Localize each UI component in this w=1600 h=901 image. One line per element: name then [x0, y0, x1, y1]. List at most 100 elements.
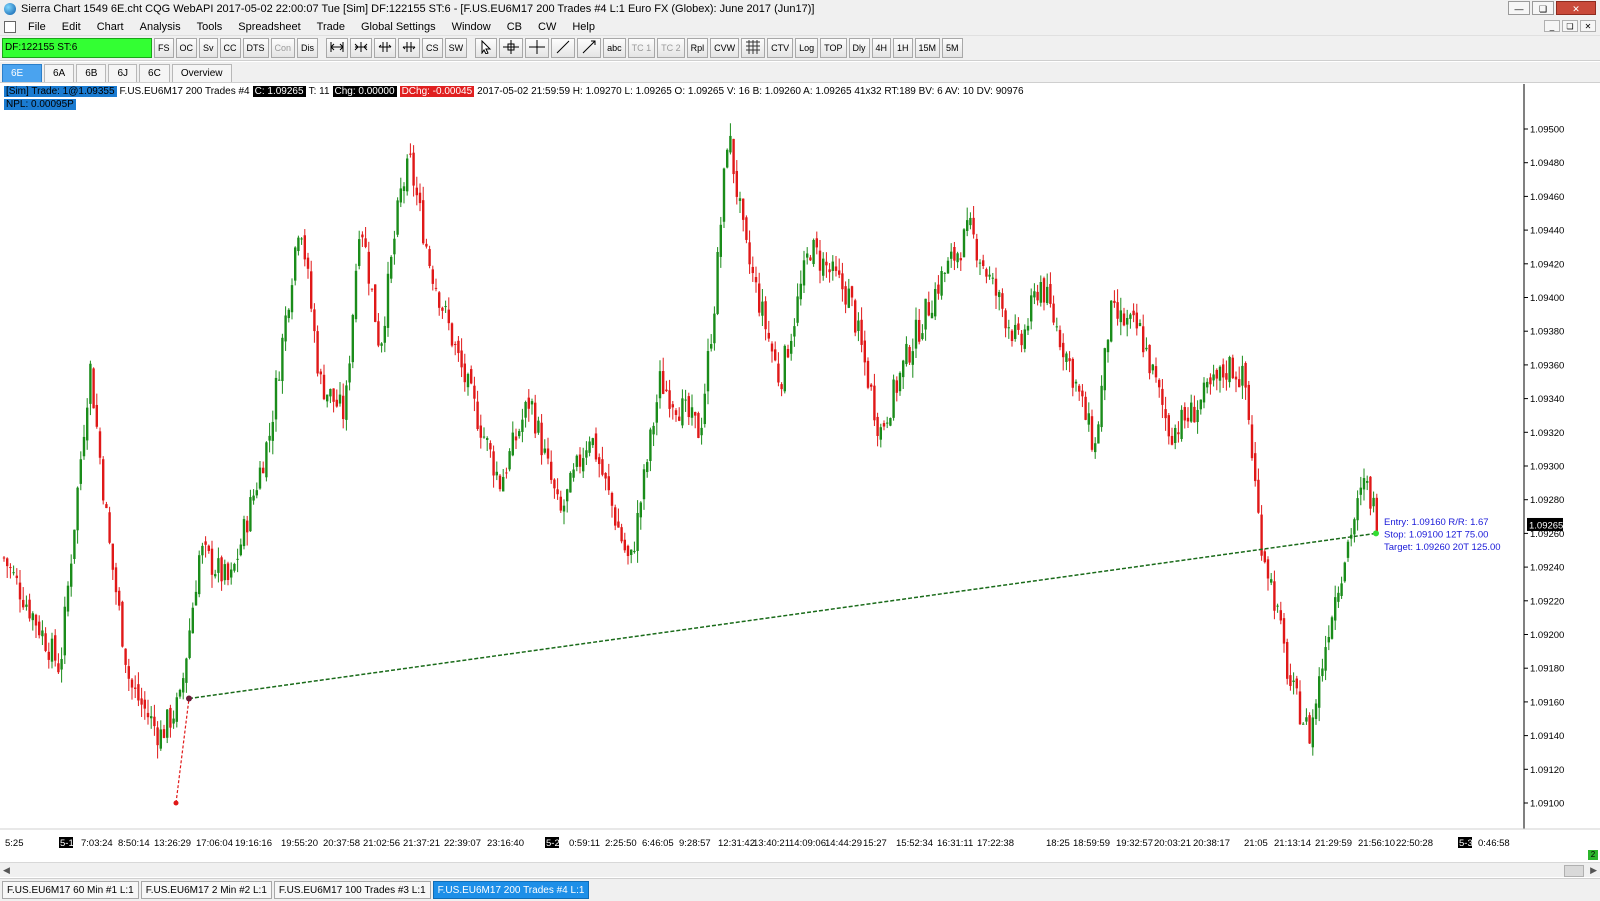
menu-chart[interactable]: Chart [96, 20, 124, 33]
candle-body [239, 544, 242, 556]
menu-global-settings[interactable]: Global Settings [360, 20, 436, 33]
ctv-button[interactable]: CTV [767, 38, 794, 58]
1h-button[interactable]: 1H [893, 38, 913, 58]
tab-overview[interactable]: Overview [171, 64, 232, 82]
candle-body [178, 689, 182, 697]
tab-6e[interactable]: 6E [2, 64, 42, 82]
scale-out-icon[interactable] [398, 38, 421, 58]
menu-file[interactable]: File [28, 20, 46, 33]
scroll-left-icon[interactable]: ◀ [3, 865, 10, 875]
expand-horizontal-icon[interactable] [326, 38, 349, 58]
menu-help[interactable]: Help [572, 20, 595, 33]
candle-body [793, 326, 796, 337]
scale-in-icon[interactable] [374, 38, 397, 58]
tc2-button[interactable]: TC 2 [657, 38, 685, 58]
time-axis-label: 5:25 [5, 838, 24, 849]
sw-button[interactable]: SW [444, 38, 468, 58]
menu-edit[interactable]: Edit [61, 20, 81, 33]
window-tab-200trades[interactable]: F.US.EU6M17 200 Trades #4 L:1 [432, 881, 590, 899]
sv-button[interactable]: Sv [199, 38, 218, 58]
candle-body [790, 340, 793, 354]
restore-button[interactable]: ❏ [1532, 1, 1554, 15]
candle-body [220, 557, 223, 582]
rpl-button[interactable]: Rpl [686, 38, 709, 58]
candle-body [1228, 357, 1231, 383]
time-axis-label: 21:37:21 [403, 838, 440, 849]
log-button[interactable]: Log [795, 38, 819, 58]
minimize-button[interactable]: — [1508, 1, 1530, 15]
scroll-thumb[interactable] [1564, 865, 1584, 877]
candle-body [207, 545, 210, 551]
window-tab-2min[interactable]: F.US.EU6M17 2 Min #2 L:1 [140, 881, 272, 899]
menu-spreadsheet[interactable]: Spreadsheet [238, 20, 301, 33]
date-marker-box [1458, 837, 1472, 848]
con-button[interactable]: Con [270, 38, 296, 58]
trade-account-display[interactable]: DF:122155 ST:6 [2, 38, 152, 58]
menu-tools[interactable]: Tools [196, 20, 223, 33]
candle-body [6, 558, 9, 567]
last-price-label: 1.09265 [1529, 520, 1563, 531]
candle-body [44, 633, 47, 651]
dis-button[interactable]: Dis [297, 38, 319, 58]
window-tab-100trades[interactable]: F.US.EU6M17 100 Trades #3 L:1 [273, 881, 431, 899]
4h-button[interactable]: 4H [871, 38, 892, 58]
candle-body [719, 224, 722, 257]
menu-window[interactable]: Window [451, 20, 491, 33]
candle-body [140, 698, 143, 705]
5m-button[interactable]: 5M [942, 38, 963, 58]
tab-6j[interactable]: 6J [108, 64, 138, 82]
horizontal-scrollbar[interactable]: ◀ ▶ [0, 862, 1600, 877]
close-button[interactable]: ✕ [1556, 1, 1596, 15]
line-icon[interactable] [551, 38, 576, 58]
candle-body [1356, 498, 1359, 521]
price-chart[interactable]: 1.09500 1.09480 1.09460 1.09440 1.09420 1.094… [0, 84, 1600, 860]
tab-6b[interactable]: 6B [76, 64, 107, 82]
top-button[interactable]: TOP [820, 38, 847, 58]
scroll-right-icon[interactable]: ▶ [1590, 865, 1597, 875]
tc1-button[interactable]: TC 1 [627, 38, 656, 58]
candle-body [1247, 384, 1250, 420]
abc-text-tool-button[interactable]: abc [603, 38, 626, 58]
tab-6c[interactable]: 6C [139, 64, 170, 82]
candle-body [953, 247, 956, 261]
chart-info-line: [Sim] Trade: 1@1.09355 F.US.EU6M17 200 T… [4, 86, 1024, 97]
crosshair-icon[interactable] [499, 38, 524, 58]
candle-body [1167, 415, 1170, 437]
dts-button[interactable]: DTS [242, 38, 269, 58]
tab-6a[interactable]: 6A [44, 64, 75, 82]
cvw-button[interactable]: CVW [710, 38, 740, 58]
dly-button[interactable]: Dly [848, 38, 870, 58]
candle-body [1183, 407, 1186, 421]
menu-analysis[interactable]: Analysis [139, 20, 181, 33]
chart-document-icon[interactable] [4, 20, 16, 33]
candle-body [639, 502, 642, 518]
cc-button[interactable]: CC [219, 38, 241, 58]
price-axis-label: 1.09260 [1530, 529, 1564, 540]
candle-body [514, 436, 518, 441]
menu-cb[interactable]: CB [506, 20, 522, 33]
window-tab-60min[interactable]: F.US.EU6M17 60 Min #1 L:1 [2, 881, 139, 899]
cs-button[interactable]: CS [422, 38, 443, 58]
cross-icon[interactable] [525, 38, 550, 58]
time-axis-label: 7:03:24 [81, 838, 113, 849]
menu-trade[interactable]: Trade [316, 20, 345, 33]
ray-icon[interactable] [577, 38, 602, 58]
mdi-minimize-button[interactable]: _ [1544, 20, 1560, 32]
candle-body [927, 302, 930, 316]
candle-body [975, 238, 978, 261]
fs-button[interactable]: FS [154, 38, 174, 58]
time-axis-label: 17:06:04 [196, 838, 233, 849]
menu-cw[interactable]: CW [538, 20, 557, 33]
mdi-restore-button[interactable]: ❏ [1562, 20, 1578, 32]
chart-region[interactable]: 1.09500 1.09480 1.09460 1.09440 1.09420 1.094… [0, 84, 1600, 860]
pointer-icon[interactable] [475, 38, 498, 58]
mdi-close-button[interactable]: ✕ [1580, 20, 1596, 32]
compress-horizontal-icon[interactable] [350, 38, 373, 58]
candle-body [604, 473, 607, 479]
15m-button[interactable]: 15M [914, 38, 941, 58]
candle-body [479, 425, 482, 438]
candle-body [838, 270, 841, 275]
oc-button[interactable]: OC [175, 38, 198, 58]
candle-body [1273, 581, 1276, 611]
grid-icon[interactable] [741, 38, 766, 58]
